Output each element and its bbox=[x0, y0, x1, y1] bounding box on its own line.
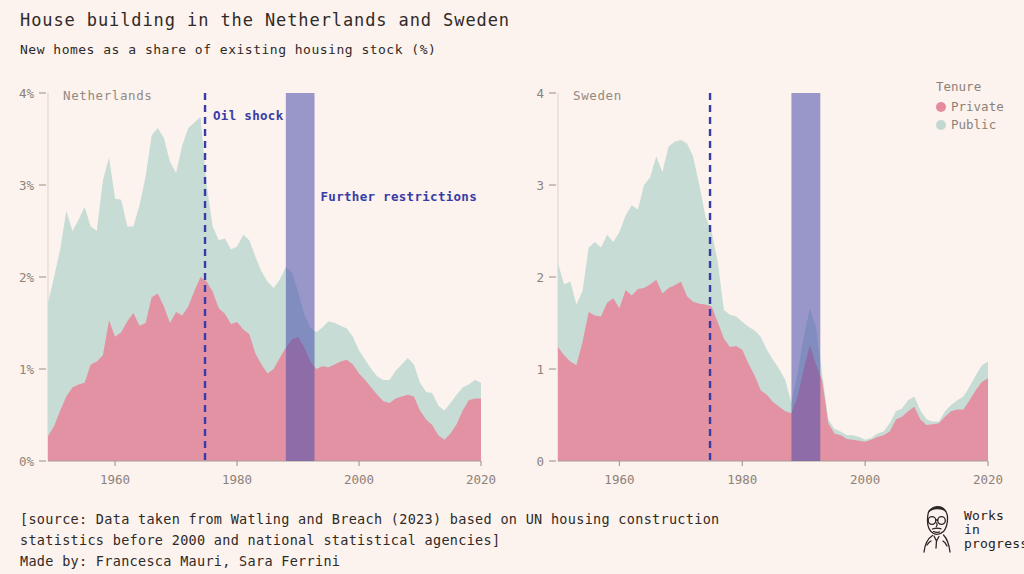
logo-wordmark: Works in progress bbox=[964, 509, 1024, 551]
made-by-line: Made by: Francesca Mauri, Sara Ferrini bbox=[20, 551, 720, 572]
source-line-2: statistics before 2000 and national stat… bbox=[20, 530, 720, 551]
source-note: [source: Data taken from Watling and Bre… bbox=[20, 509, 720, 572]
x-tick-label: 2020 bbox=[466, 472, 496, 487]
works-in-progress-logo: Works in progress bbox=[917, 504, 1024, 556]
logo-line-2: in bbox=[964, 523, 1024, 537]
further-restrictions-label: Further restrictions bbox=[321, 189, 478, 204]
y-tick-label: 1% bbox=[19, 362, 35, 377]
y-tick-label: 2% bbox=[19, 270, 35, 285]
y-tick-label: 4% bbox=[19, 86, 35, 101]
source-line-1: [source: Data taken from Watling and Bre… bbox=[20, 509, 720, 530]
x-tick-label: 2000 bbox=[344, 472, 374, 487]
y-tick-label: 1 bbox=[536, 362, 544, 377]
y-tick-label: 3% bbox=[19, 178, 35, 193]
legend-label-public: Public bbox=[951, 117, 996, 132]
private-color-swatch bbox=[936, 102, 946, 112]
chart-netherlands: 1960 1980 2000 2020 0% 1% 2% 3% 4% Oil shock Furth… bbox=[19, 86, 496, 488]
x-tick-label: 1960 bbox=[604, 472, 634, 487]
logo-line-3: progress bbox=[964, 537, 1024, 551]
restrictions-band bbox=[791, 93, 820, 461]
restrictions-band bbox=[286, 93, 315, 461]
chart-sweden: 1960 1980 2000 2020 0 1 2 3 4 Sweden bbox=[536, 86, 1003, 488]
chart-country-label: Netherlands bbox=[63, 88, 152, 103]
x-tick-label: 1980 bbox=[222, 472, 252, 487]
legend-title: Tenure bbox=[936, 79, 1004, 94]
x-tick-label: 2020 bbox=[973, 472, 1003, 487]
charts-canvas: 1960 1980 2000 2020 0% 1% 2% 3% 4% Oil shock Furth… bbox=[0, 0, 1024, 574]
x-tick-label: 2000 bbox=[850, 472, 880, 487]
logo-line-1: Works bbox=[964, 509, 1024, 523]
public-color-swatch bbox=[936, 120, 946, 130]
chart-country-label: Sweden bbox=[573, 88, 622, 103]
infographic-page: House building in the Netherlands and Sw… bbox=[0, 0, 1024, 574]
legend-item-private: Private bbox=[936, 99, 1004, 114]
oil-shock-label: Oil shock bbox=[213, 108, 284, 123]
x-tick-label: 1980 bbox=[727, 472, 757, 487]
y-tick-label: 2 bbox=[536, 270, 544, 285]
y-tick-label: 3 bbox=[536, 178, 544, 193]
y-tick-label: 0% bbox=[19, 454, 35, 469]
legend-label-private: Private bbox=[951, 99, 1004, 114]
legend-item-public: Public bbox=[936, 117, 1004, 132]
portrait-sketch-icon bbox=[917, 504, 957, 556]
y-tick-label: 0 bbox=[536, 454, 544, 469]
x-tick-label: 1960 bbox=[100, 472, 130, 487]
legend: Tenure Private Public bbox=[936, 79, 1004, 132]
y-tick-label: 4 bbox=[536, 86, 544, 101]
